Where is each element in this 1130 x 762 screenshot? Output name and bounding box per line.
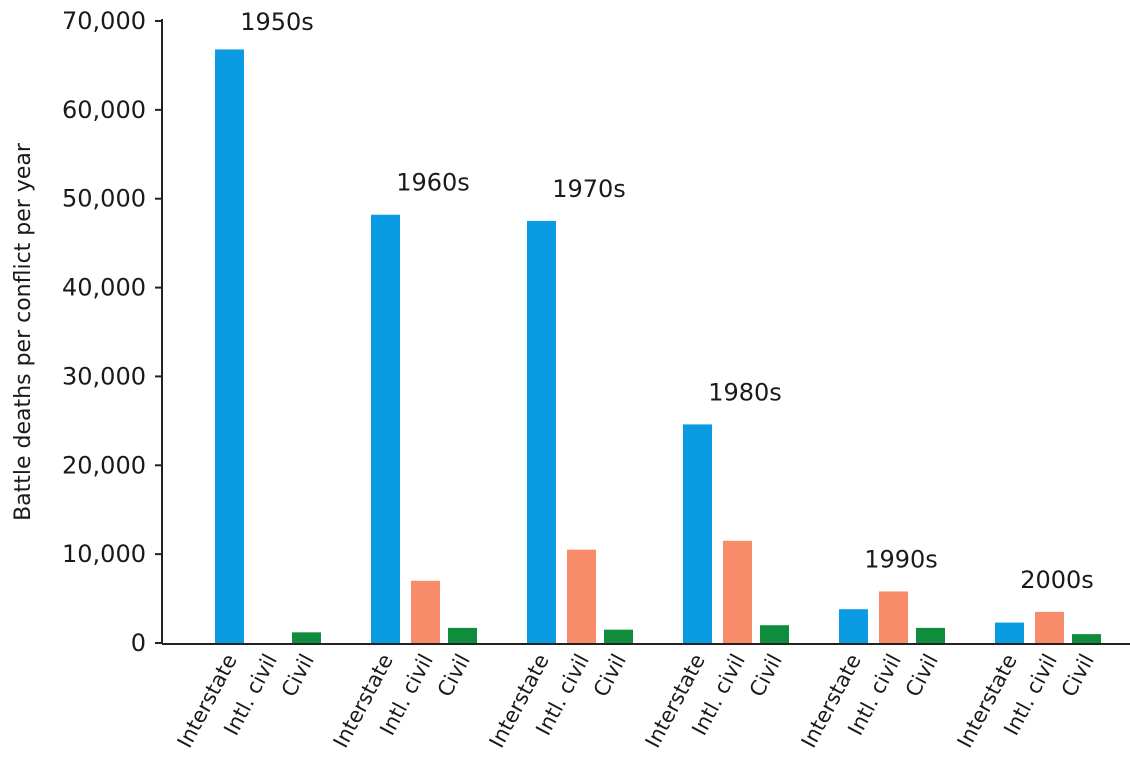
bar-2000s-interstate — [995, 622, 1024, 643]
bar-1960s-civil — [448, 627, 477, 643]
bar-1970s-civil — [604, 629, 633, 643]
category-label: Civil — [589, 650, 631, 701]
bar-1960s-intl-civil — [411, 580, 440, 643]
y-tick-label: 60,000 — [62, 96, 146, 124]
y-tick-label: 0 — [131, 629, 146, 657]
category-label: Interstate — [641, 650, 710, 752]
category-label: Civil — [1057, 650, 1099, 701]
bar-1970s-interstate — [527, 220, 556, 643]
category-label: Interstate — [485, 650, 554, 752]
category-label: Civil — [745, 650, 787, 701]
bar-1950s-civil — [292, 632, 321, 643]
y-tick-label: 50,000 — [62, 185, 146, 213]
category-label: Interstate — [797, 650, 866, 752]
bar-1990s-intl-civil — [879, 591, 908, 643]
category-label: Interstate — [173, 650, 242, 752]
bar-1990s-interstate — [839, 609, 868, 643]
decade-label-1950s: 1950s — [240, 8, 314, 36]
category-label: Interstate — [953, 650, 1022, 752]
category-label: Civil — [901, 650, 943, 701]
y-tick-label: 30,000 — [62, 362, 146, 390]
decade-label-2000s: 2000s — [1020, 566, 1094, 594]
y-tick-label: 20,000 — [62, 451, 146, 479]
bar-1980s-civil — [760, 625, 789, 643]
decade-label-1980s: 1980s — [708, 378, 782, 406]
bar-1980s-interstate — [683, 424, 712, 643]
bar-1990s-civil — [916, 627, 945, 643]
y-tick-label: 70,000 — [62, 7, 146, 35]
y-axis: 0 10,000 20,000 30,000 40,000 50,000 60,000 70,… — [62, 7, 1130, 657]
category-label: Civil — [433, 650, 475, 701]
bar-1950s-interstate — [215, 49, 244, 644]
bars — [215, 49, 1101, 644]
bar-1960s-interstate — [371, 214, 400, 644]
y-tick-label: 10,000 — [62, 540, 146, 568]
y-tick-label: 40,000 — [62, 274, 146, 302]
category-label: Civil — [277, 650, 319, 701]
decade-label-1970s: 1970s — [552, 175, 626, 203]
decade-label-1990s: 1990s — [864, 545, 938, 573]
category-label: Interstate — [329, 650, 398, 752]
bar-1970s-intl-civil — [567, 549, 596, 643]
bar-1980s-intl-civil — [723, 540, 752, 643]
decade-label-1960s: 1960s — [396, 169, 470, 197]
y-axis-label: Battle deaths per conflict per year — [11, 142, 36, 521]
bar-2000s-intl-civil — [1035, 611, 1064, 643]
bar-2000s-civil — [1072, 634, 1101, 643]
